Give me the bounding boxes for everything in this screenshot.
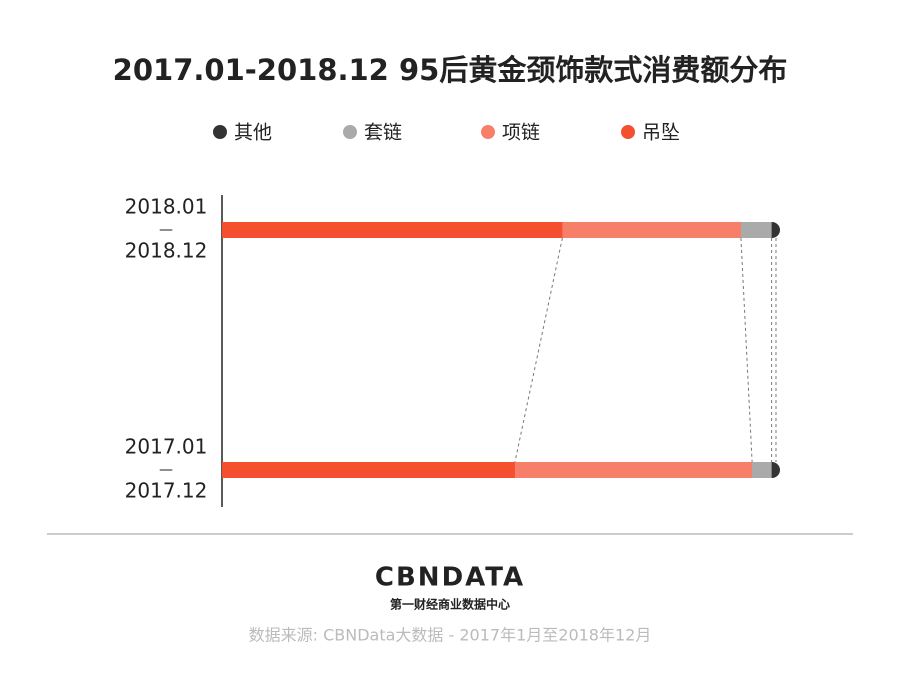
logo-subtitle: 第一财经商业数据中心: [390, 597, 510, 612]
bar-segment: [222, 462, 516, 478]
legend-label: 套链: [364, 122, 402, 144]
legend-label: 吊坠: [642, 122, 680, 144]
legend-swatch: [621, 125, 635, 139]
connector: [740, 237, 753, 463]
legend-label: 项链: [502, 122, 540, 144]
y-tick-label: —: [159, 222, 173, 238]
bar-segment: [222, 222, 563, 238]
legend-label: 其他: [234, 122, 272, 144]
legend-swatch: [343, 125, 357, 139]
y-tick-label: 2018.12: [125, 239, 208, 263]
logo: CBNDATA: [375, 563, 525, 593]
bar-segment: [771, 222, 780, 238]
y-tick-label: 2018.01: [125, 195, 208, 219]
y-tick-label: —: [159, 462, 173, 478]
chart-title: 2017.01-2018.12 95后黄金颈饰款式消费额分布: [113, 53, 788, 87]
legend-swatch: [213, 125, 227, 139]
y-tick-label: 2017.12: [125, 479, 208, 503]
bar-segment: [771, 462, 780, 478]
y-tick-label: 2017.01: [125, 435, 208, 459]
bar-segment: [752, 462, 773, 478]
bar-segment: [562, 222, 742, 238]
source: 数据来源: CBNData大数据 - 2017年1月至2018年12月: [249, 626, 652, 645]
legend-swatch: [481, 125, 495, 139]
bar-segment: [740, 222, 773, 238]
connector: [514, 237, 563, 463]
bar-segment: [514, 462, 753, 478]
